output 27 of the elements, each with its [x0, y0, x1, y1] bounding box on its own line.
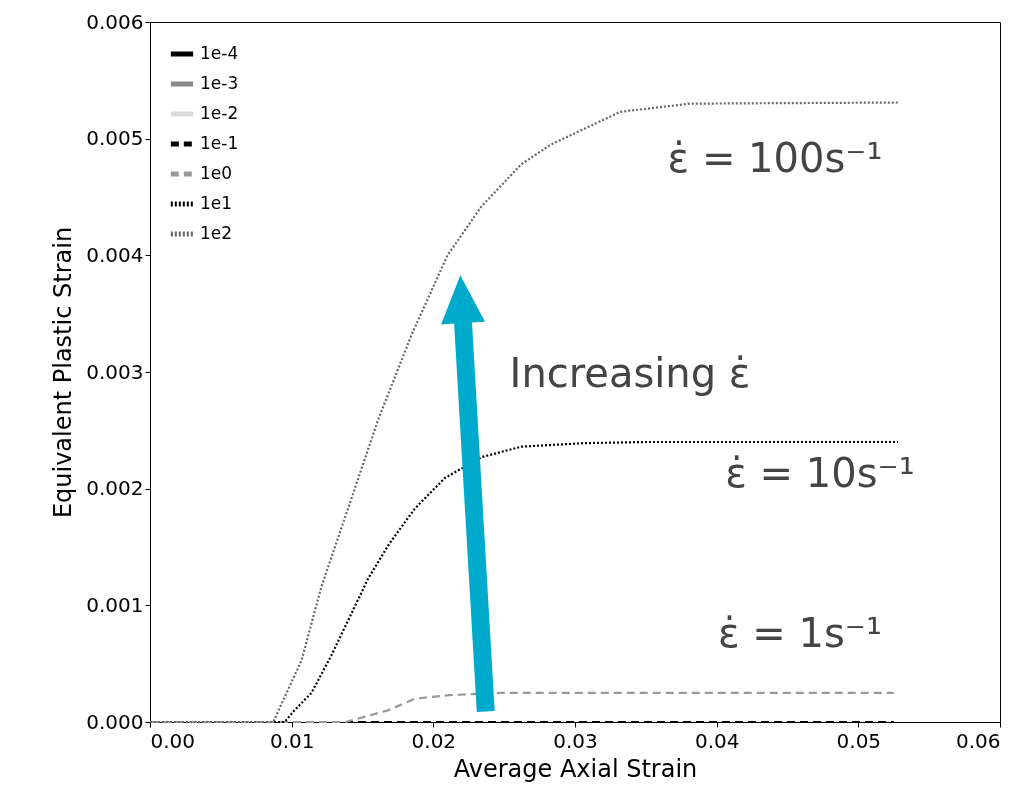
x-tick-label: 0.04: [694, 728, 740, 753]
legend-label: 1e-1: [200, 133, 239, 153]
annotation: ε̇ = 10s⁻¹: [725, 450, 915, 496]
legend-label: 1e1: [200, 193, 233, 213]
y-tick-label: 0.006: [86, 9, 144, 34]
y-tick-label: 0.005: [86, 126, 144, 151]
y-tick-label: 0.000: [86, 709, 144, 734]
y-tick-label: 0.004: [86, 242, 144, 267]
y-axis-title: Equivalent Plastic Strain: [49, 226, 78, 519]
legend-label: 1e-3: [200, 73, 239, 93]
legend-label: 1e0: [200, 163, 233, 183]
x-tick-label: 0.02: [411, 728, 457, 753]
y-tick-label: 0.001: [86, 592, 144, 617]
legend-label: 1e2: [200, 223, 233, 243]
x-axis-title: Average Axial Strain: [453, 754, 698, 783]
annotation: ε̇ = 1s⁻¹: [717, 610, 883, 656]
x-tick-label: 0.03: [553, 728, 598, 753]
x-tick-label: 0.01: [269, 728, 315, 753]
annotation: Increasing ε̇: [509, 350, 751, 396]
legend-label: 1e-4: [200, 43, 239, 63]
legend-label: 1e-2: [200, 103, 239, 123]
y-tick-label: 0.002: [86, 476, 144, 501]
y-tick-label: 0.003: [86, 359, 144, 384]
x-tick-label: 0.05: [836, 728, 882, 753]
x-tick-label: 0.00: [150, 728, 196, 753]
annotation: ε̇ = 100s⁻¹: [667, 135, 883, 181]
x-tick-label: 0.06: [955, 728, 1001, 753]
